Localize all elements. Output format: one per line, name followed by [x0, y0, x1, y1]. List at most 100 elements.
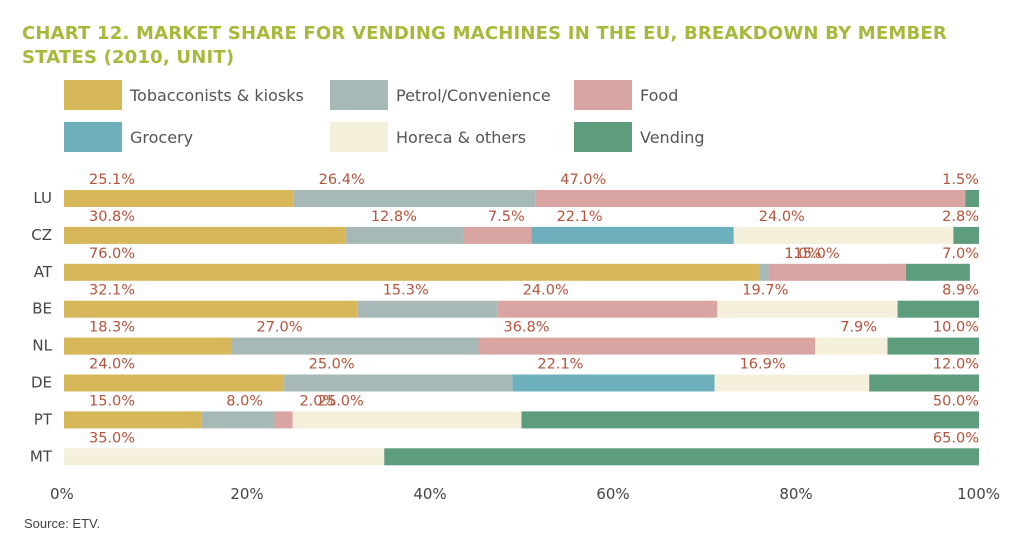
bar-segment-nl-0: [64, 337, 232, 355]
data-label-pt-5: 50.0%: [933, 393, 979, 409]
bar-segment-be-2: [497, 300, 718, 318]
bar-segment-at-5: [905, 263, 970, 281]
bar-segment-cz-4: [733, 226, 954, 244]
data-label-be-4: 19.7%: [742, 283, 788, 299]
bar-segment-cz-5: [953, 226, 979, 244]
bar-segment-nl-4: [815, 337, 888, 355]
data-label-pt-2: 2.0%: [299, 393, 336, 409]
legend-label-horeca: Horeca & others: [396, 128, 527, 147]
data-label-at-0: 76.0%: [89, 246, 135, 262]
data-label-lu-5: 1.5%: [942, 172, 979, 188]
category-label-cz: CZ: [31, 226, 52, 244]
legend-label-food: Food: [640, 86, 679, 105]
data-label-lu-1: 26.4%: [319, 172, 365, 188]
bar-segment-cz-2: [462, 226, 532, 244]
category-label-at: AT: [34, 263, 53, 281]
bar-segment-de-4: [714, 374, 870, 392]
bar-segment-pt-2: [274, 411, 293, 429]
bar-segment-at-2: [768, 263, 906, 281]
data-label-nl-2: 36.8%: [503, 320, 549, 336]
legend-swatch-grocery: [64, 122, 122, 152]
data-label-cz-2: 7.5%: [488, 209, 525, 225]
bar-segment-de-0: [64, 374, 284, 392]
data-label-nl-5: 10.0%: [933, 320, 979, 336]
data-label-de-5: 12.0%: [933, 357, 979, 373]
legend-label-tobacconists: Tobacconists & kiosks: [130, 86, 304, 105]
legend-swatch-food: [574, 80, 632, 110]
legend-label-petrol: Petrol/Convenience: [396, 86, 551, 105]
data-label-de-0: 24.0%: [89, 357, 135, 373]
bar-segment-de-1: [283, 374, 513, 392]
bar-segment-be-5: [897, 300, 979, 318]
data-label-at-5: 7.0%: [942, 246, 979, 262]
category-label-pt: PT: [34, 410, 53, 428]
bar-segment-lu-2: [535, 190, 966, 207]
data-label-lu-0: 25.1%: [89, 172, 135, 188]
bar-segment-lu-0: [64, 190, 294, 207]
category-label-be: BE: [32, 300, 52, 318]
data-label-cz-1: 12.8%: [371, 209, 417, 225]
legend-label-vending: Vending: [640, 128, 705, 147]
data-label-pt-0: 15.0%: [89, 393, 135, 409]
bar-segment-de-3: [512, 374, 715, 392]
data-label-be-1: 15.3%: [383, 283, 429, 299]
x-tick-label-0: 0%: [50, 485, 74, 503]
data-label-be-2: 24.0%: [523, 283, 569, 299]
bar-segment-pt-5: [521, 411, 979, 429]
source-note: Source: ETV.: [24, 516, 101, 531]
x-tick-label-2: 40%: [413, 485, 446, 503]
bar-segment-at-0: [64, 263, 760, 281]
data-label-at-2: 15.0%: [794, 246, 840, 262]
chart-title: CHART 12. MARKET SHARE FOR VENDING MACHI…: [22, 23, 947, 68]
legend-swatch-petrol: [330, 80, 388, 110]
bar-segment-nl-1: [231, 337, 479, 355]
data-label-lu-2: 47.0%: [560, 172, 606, 188]
bar-segment-de-5: [869, 374, 979, 392]
category-label-de: DE: [31, 374, 52, 392]
data-label-be-0: 32.1%: [89, 283, 135, 299]
x-tick-label-1: 20%: [230, 485, 263, 503]
data-label-pt-1: 8.0%: [226, 393, 263, 409]
legend-swatch-horeca: [330, 122, 388, 152]
bar-segment-cz-3: [531, 226, 734, 244]
data-label-pt-4: 25.0%: [318, 393, 364, 409]
data-label-cz-0: 30.8%: [89, 209, 135, 225]
data-label-mt-5: 65.0%: [933, 430, 979, 446]
data-label-nl-4: 7.9%: [840, 320, 877, 336]
bar-segment-pt-4: [292, 411, 522, 429]
data-label-de-1: 25.0%: [309, 357, 355, 373]
data-label-at-1: 1.0%: [784, 246, 821, 262]
x-tick-label-4: 80%: [779, 485, 812, 503]
bar-segment-pt-0: [64, 411, 202, 429]
data-label-de-3: 22.1%: [537, 357, 583, 373]
data-label-be-5: 8.9%: [942, 283, 979, 299]
category-label-nl: NL: [32, 337, 52, 355]
data-label-mt-4: 35.0%: [89, 430, 135, 446]
bar-segment-mt-5: [384, 448, 979, 466]
category-label-lu: LU: [33, 189, 52, 207]
x-tick-label-3: 60%: [596, 485, 629, 503]
legend-swatch-tobacconists: [64, 80, 122, 110]
legend-swatch-vending: [574, 122, 632, 152]
data-label-cz-5: 2.8%: [942, 209, 979, 225]
bar-segment-be-4: [717, 300, 898, 318]
legend-label-grocery: Grocery: [130, 128, 194, 147]
legend: Tobacconists & kiosks Petrol/Convenience…: [0, 0, 1024, 160]
data-label-nl-0: 18.3%: [89, 320, 135, 336]
bar-segment-at-1: [759, 263, 769, 281]
bar-segment-nl-5: [887, 337, 979, 355]
data-label-cz-3: 22.1%: [557, 209, 603, 225]
data-label-nl-1: 27.0%: [256, 320, 302, 336]
bar-segment-be-0: [64, 300, 358, 318]
bar-segment-nl-2: [478, 337, 816, 355]
category-label-mt: MT: [30, 447, 53, 465]
data-label-cz-4: 24.0%: [759, 209, 805, 225]
x-tick-label-5: 100%: [957, 485, 1000, 503]
data-label-de-4: 16.9%: [740, 357, 786, 373]
bar-segment-cz-1: [345, 226, 463, 244]
bar-segment-lu-5: [965, 190, 979, 207]
bar-segment-mt-4: [64, 448, 385, 466]
bar-segment-lu-1: [293, 190, 536, 207]
bar-segment-be-1: [357, 300, 498, 318]
